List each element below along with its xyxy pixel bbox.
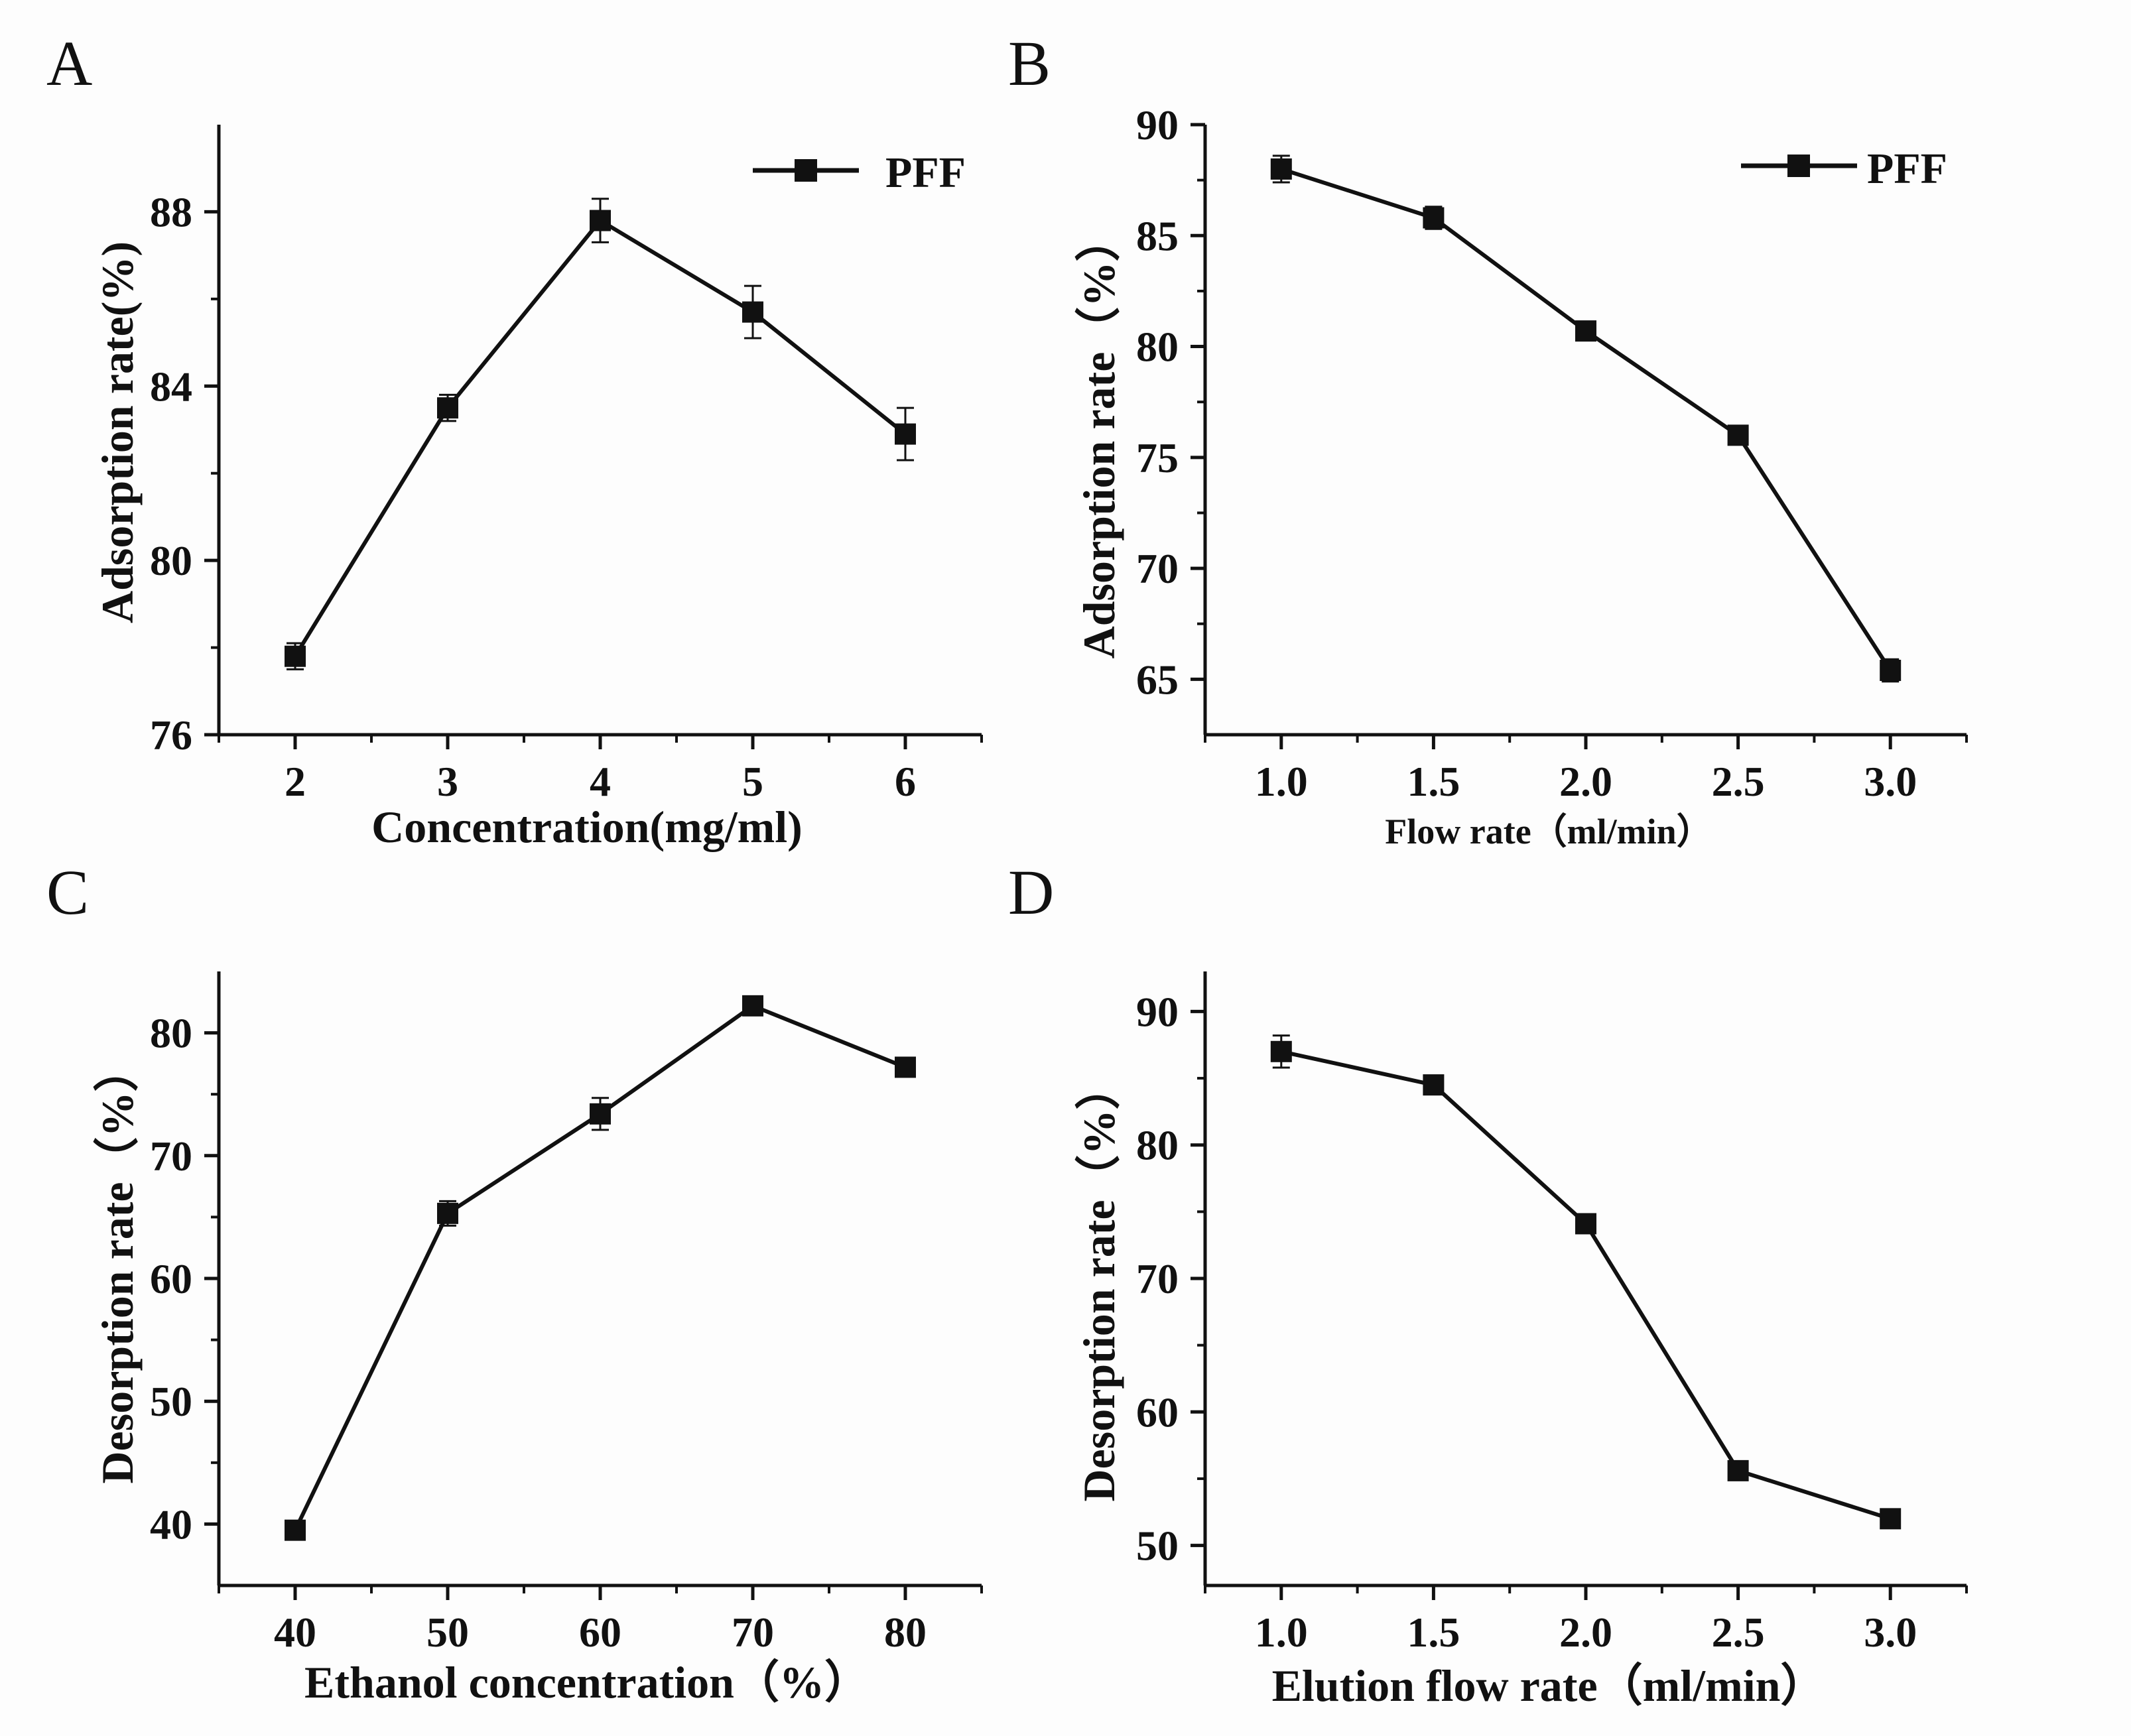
x-tick-label-b: 1.0 (1255, 758, 1308, 805)
x-tick-label-d: 1.5 (1407, 1609, 1460, 1656)
y-tick-label-a: 80 (150, 537, 192, 584)
ticks-b: 65 70 75 80 85 90 1.0 1.5 2.0 2.5 3.0 (1136, 101, 1968, 805)
marks-d (1270, 1034, 1902, 1530)
y-tick-label-c: 50 (150, 1378, 192, 1425)
data-point-a (590, 210, 611, 231)
series-line-b (1280, 167, 1892, 672)
data-point-c (742, 995, 763, 1017)
y-tick-label-c: 40 (150, 1501, 192, 1548)
legend-label-a: PFF (885, 149, 966, 197)
legend-a: PFF (753, 149, 966, 197)
x-tick-label-b: 3.0 (1864, 758, 1917, 805)
x-tick-label-c: 50 (426, 1609, 469, 1656)
data-point-c (590, 1103, 611, 1125)
y-tick-label-b: 65 (1136, 656, 1179, 703)
x-axis-title-b: Flow rate（ml/min） (1385, 812, 1712, 851)
x-tick-label-a: 3 (437, 758, 458, 805)
x-tick-label-c: 80 (884, 1609, 927, 1656)
panel-letter-a: A (46, 28, 92, 99)
data-point-c (285, 1519, 306, 1541)
x-tick-label-d: 2.0 (1559, 1609, 1612, 1656)
data-point-c (895, 1056, 916, 1078)
data-point-b (1423, 207, 1445, 229)
data-point-a (742, 301, 763, 323)
marks-c (285, 995, 916, 1541)
y-tick-label-d: 80 (1136, 1122, 1179, 1169)
y-tick-label-c: 60 (150, 1255, 192, 1302)
x-tick-label-c: 40 (274, 1609, 316, 1656)
y-tick-label-b: 85 (1136, 212, 1179, 259)
x-tick-label-a: 4 (590, 758, 611, 805)
y-tick-label-c: 70 (150, 1133, 192, 1180)
y-tick-label-d: 50 (1136, 1522, 1179, 1570)
x-axis-title-c: Ethanol concentration（%） (304, 1657, 870, 1707)
x-tick-label-b: 1.5 (1407, 758, 1460, 805)
y-tick-label-b: 90 (1136, 101, 1179, 149)
data-point-d (1727, 1459, 1749, 1481)
data-point-b (1575, 320, 1596, 342)
marks-b (1270, 155, 1902, 683)
data-point-a (437, 397, 458, 419)
series-line-a (293, 218, 907, 658)
y-tick-label-a: 88 (150, 188, 192, 235)
y-axis-title-d: Desorption rate（%） (1074, 1064, 1124, 1501)
y-axis-title-b: Adsorption rate（%） (1074, 217, 1124, 659)
x-tick-label-d: 3.0 (1864, 1609, 1917, 1656)
panel-c: C 40 50 60 70 80 40 50 60 70 80 Ethanol concentra… (46, 857, 983, 1707)
panel-a: A 76 80 84 88 2 3 4 5 6 Concentration(mg/ml) Ads… (46, 28, 983, 852)
panel-letter-d: D (1008, 857, 1054, 928)
series-line-d (1281, 1049, 1892, 1521)
data-point-b (1727, 424, 1749, 446)
data-point-a (285, 645, 306, 667)
data-point-b (1880, 659, 1902, 681)
legend-marker-b (1787, 155, 1810, 177)
legend-b: PFF (1741, 145, 1947, 193)
y-tick-label-d: 90 (1136, 988, 1179, 1035)
data-point-b (1270, 158, 1292, 180)
data-point-c (437, 1202, 458, 1224)
y-tick-label-a: 76 (150, 712, 192, 759)
ticks-a: 76 80 84 88 2 3 4 5 6 (150, 125, 983, 805)
x-tick-label-a: 2 (285, 758, 306, 805)
y-tick-label-a: 84 (150, 363, 192, 410)
y-tick-label-b: 80 (1136, 324, 1179, 371)
y-tick-label-c: 80 (150, 1010, 192, 1057)
y-tick-label-b: 70 (1136, 545, 1179, 592)
x-tick-label-a: 6 (895, 758, 916, 805)
panel-d: D 50 60 70 80 90 1.0 1.5 2.0 2.5 3.0 Elution flow… (1008, 857, 1968, 1711)
x-tick-label-b: 2.5 (1712, 758, 1765, 805)
ticks-c: 40 50 60 70 80 40 50 60 70 80 (150, 971, 983, 1656)
y-tick-label-d: 60 (1136, 1389, 1179, 1436)
x-axis-title-a: Concentration(mg/ml) (371, 802, 803, 852)
data-point-d (1880, 1508, 1902, 1530)
x-tick-label-d: 2.5 (1712, 1609, 1765, 1656)
panel-letter-b: B (1008, 28, 1051, 99)
y-axis-title-a: Adsorption rate(%) (92, 241, 143, 623)
data-point-a (895, 423, 916, 445)
y-tick-label-d: 70 (1136, 1255, 1179, 1302)
x-tick-label-d: 1.0 (1255, 1609, 1308, 1656)
y-axis-title-c: Desorption rate（%） (92, 1046, 143, 1483)
legend-marker-a (795, 159, 817, 182)
x-tick-label-b: 2.0 (1559, 758, 1612, 805)
x-axis-title-d: Elution flow rate（ml/min） (1272, 1660, 1826, 1711)
data-point-d (1423, 1074, 1445, 1096)
ticks-d: 50 60 70 80 90 1.0 1.5 2.0 2.5 3.0 (1136, 971, 1968, 1656)
x-tick-label-c: 60 (579, 1609, 621, 1656)
panel-letter-c: C (46, 857, 89, 928)
data-point-d (1575, 1213, 1596, 1235)
panel-b: B 65 70 75 80 85 90 1.0 1.5 2.0 2.5 3.0 Flow rate（… (1008, 28, 1968, 851)
marks-a (285, 198, 916, 670)
x-tick-label-c: 70 (732, 1609, 774, 1656)
legend-label-b: PFF (1867, 145, 1947, 193)
series-line-c (293, 1003, 907, 1531)
y-tick-label-b: 75 (1136, 434, 1179, 481)
data-point-d (1270, 1040, 1292, 1062)
x-tick-label-a: 5 (742, 758, 763, 805)
